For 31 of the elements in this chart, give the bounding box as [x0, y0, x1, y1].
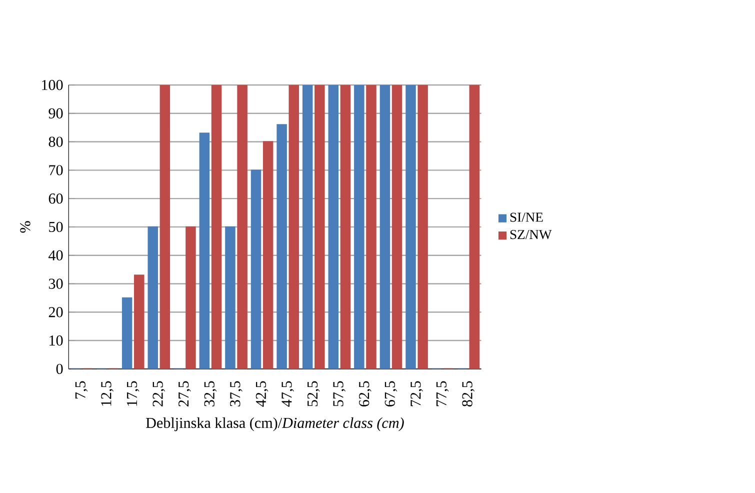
x-tick-label: 82,5 — [462, 381, 475, 406]
x-tick-label: 77,5 — [436, 381, 449, 406]
x-tick-label: 32,5 — [204, 381, 217, 406]
x-axis-title: Debljinska klasa (cm)/Diameter class (cm) — [146, 417, 404, 431]
x-tick-label: 47,5 — [282, 381, 294, 407]
y-axis-title: % — [20, 221, 30, 233]
y-tick-label: 10 — [50, 335, 63, 346]
legend-label: SI/NE — [510, 212, 543, 222]
y-tick-label: 20 — [48, 306, 63, 318]
y-tick-label: 0 — [56, 364, 63, 374]
x-tick-label: 37,5 — [230, 381, 242, 406]
x-tick-label: 57,5 — [333, 381, 346, 406]
y-tick-label: 70 — [49, 164, 63, 176]
x-tick-label: 12,5 — [101, 381, 114, 406]
y-tick-label: 90 — [48, 108, 63, 118]
y-tick-label: 30 — [48, 278, 63, 289]
y-tick-label: 40 — [48, 250, 63, 260]
x-tick-label: 22,5 — [152, 381, 166, 406]
y-tick-label: 100 — [42, 80, 63, 90]
x-tick-label: 7,5 — [75, 381, 88, 398]
y-tick-label: 60 — [48, 193, 63, 204]
legend-label: SZ/NW — [510, 230, 552, 240]
x-tick-label: 67,5 — [384, 381, 398, 406]
y-tick-label: 80 — [48, 136, 63, 147]
y-tick-label: 50 — [49, 222, 63, 232]
x-tick-label: 62,5 — [359, 381, 372, 406]
x-tick-label: 52,5 — [307, 381, 320, 406]
x-tick-label: 17,5 — [126, 381, 140, 406]
x-tick-label: 72,5 — [410, 381, 423, 406]
x-tick-label: 27,5 — [178, 381, 191, 406]
x-tick-label: 42,5 — [256, 381, 268, 407]
